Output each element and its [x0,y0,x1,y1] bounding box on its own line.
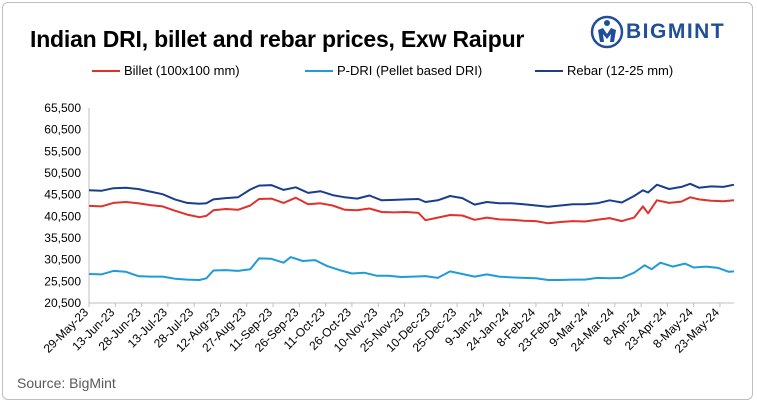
y-tick-label: 65,500 [44,101,81,115]
chart-frame [2,2,753,400]
legend-label-rebar: Rebar (12-25 mm) [567,63,674,78]
source-note: Source: BigMint [17,375,116,391]
bigmint-logo: BIGMINT [590,14,742,50]
legend-item-rebar: Rebar (12-25 mm) [535,63,673,78]
series-line-1 [88,256,735,281]
legend-item-billet: Billet (100x100 mm) [92,63,240,78]
y-tick-label: 20,500 [44,296,81,310]
bigmint-logo-text: BIGMINT [626,20,726,43]
y-tick-label: 30,500 [44,253,81,267]
legend-label-pdri: P-DRI (Pellet based DRI) [337,63,483,78]
legend-swatch-rebar [535,69,563,72]
series-line-2 [88,182,735,208]
y-tick-label: 60,500 [44,123,81,137]
y-tick-label: 45,500 [44,188,81,202]
legend-item-pdri: P-DRI (Pellet based DRI) [305,63,482,78]
series-line-0 [88,196,735,225]
bigmint-logo-icon [590,15,624,49]
legend-swatch-billet [92,69,120,72]
chart-title: Indian DRI, billet and rebar prices, Exw… [30,26,525,52]
y-tick-label: 55,500 [44,144,81,158]
y-tick-label: 25,500 [44,274,81,288]
legend-label-billet: Billet (100x100 mm) [124,63,240,78]
y-tick-label: 35,500 [44,231,81,245]
y-tick-label: 40,500 [44,209,81,223]
legend-swatch-pdri [305,69,333,72]
y-tick-label: 50,500 [44,166,81,180]
chart-legend: Billet (100x100 mm) P-DRI (Pellet based … [0,63,757,83]
